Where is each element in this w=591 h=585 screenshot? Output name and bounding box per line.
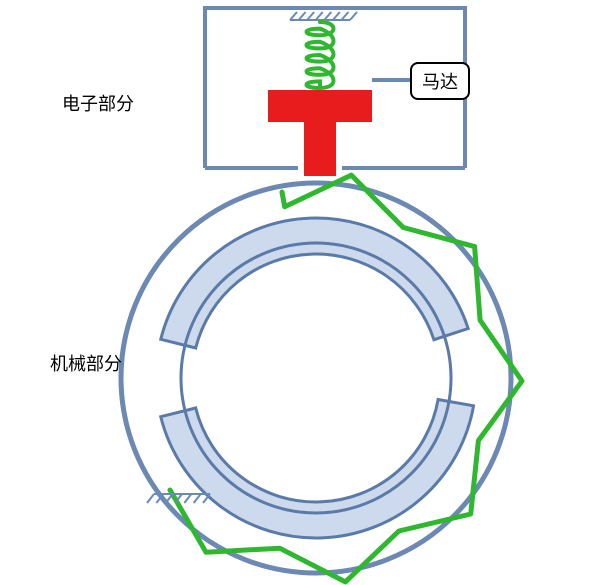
mechanical-part-label: 机械部分 — [50, 350, 122, 376]
mechanism-diagram — [0, 0, 591, 585]
motor-label-box: 马达 — [410, 62, 470, 100]
electronic-part-label: 电子部分 — [62, 90, 134, 116]
motor-label: 马达 — [422, 72, 458, 92]
